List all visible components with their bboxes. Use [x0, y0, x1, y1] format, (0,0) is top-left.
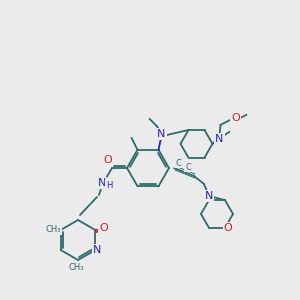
Text: O: O [103, 155, 112, 165]
Text: CH₃: CH₃ [46, 226, 62, 235]
Text: O: O [231, 113, 240, 123]
Text: O: O [99, 223, 108, 233]
Text: C: C [185, 163, 191, 172]
Text: N: N [93, 245, 101, 255]
Text: N: N [157, 129, 166, 139]
Text: O: O [224, 223, 232, 233]
Text: C: C [175, 158, 181, 167]
Text: N: N [98, 178, 106, 188]
Text: CH₃: CH₃ [68, 263, 84, 272]
Text: H: H [106, 181, 112, 190]
Text: N: N [205, 191, 213, 201]
Text: N: N [215, 134, 224, 144]
